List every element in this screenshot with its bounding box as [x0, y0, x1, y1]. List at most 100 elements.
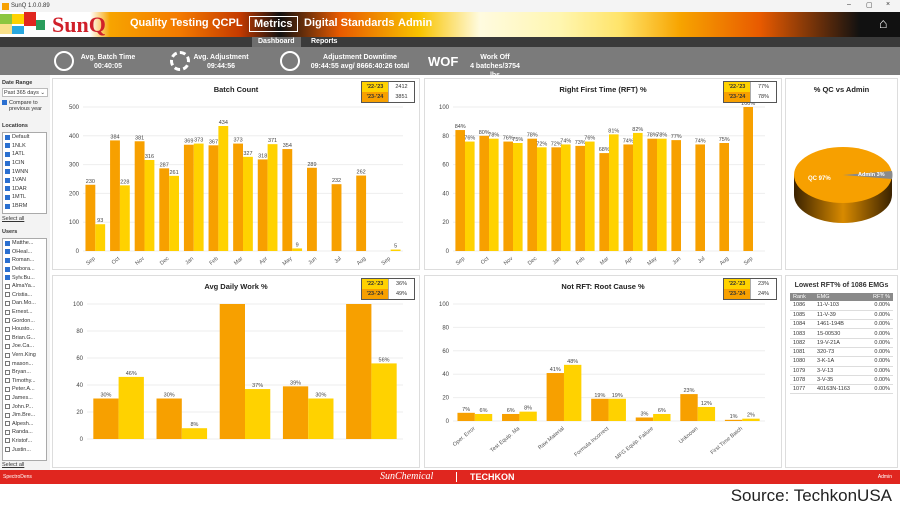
close-button[interactable]: ×: [886, 1, 891, 8]
table-row[interactable]: 1083 15-00530 0.00%: [790, 328, 893, 339]
nav-admin[interactable]: Admin: [398, 17, 433, 29]
users-list[interactable]: Matthe... OHeal... Roman... Debora... Sylv.B…: [2, 238, 47, 461]
table-row[interactable]: 1081 320-73 0.00%: [790, 347, 893, 358]
user-item[interactable]: Peter.A...: [3, 385, 46, 394]
user-item[interactable]: Matthe...: [3, 239, 46, 248]
user-item[interactable]: mason...: [3, 359, 46, 368]
checkbox[interactable]: [5, 343, 10, 349]
checkbox[interactable]: [5, 326, 10, 332]
user-item[interactable]: Bryan...: [3, 368, 46, 377]
user-item[interactable]: AlmaYa...: [3, 282, 46, 291]
checkbox[interactable]: [5, 429, 10, 435]
location-item[interactable]: 1DAR: [3, 185, 46, 194]
user-item[interactable]: OHeal...: [3, 248, 46, 257]
checkbox[interactable]: [5, 283, 10, 289]
checkbox[interactable]: [5, 203, 10, 209]
checkbox[interactable]: [5, 160, 10, 166]
checkbox[interactable]: [5, 266, 10, 272]
user-item[interactable]: Joe.Ca...: [3, 342, 46, 351]
checkbox[interactable]: [5, 257, 10, 263]
user-item[interactable]: Timothy...: [3, 377, 46, 386]
column-header[interactable]: Rank: [790, 293, 815, 301]
tab-reports[interactable]: Reports: [311, 38, 338, 45]
checkbox[interactable]: [5, 177, 10, 183]
compare-checkbox[interactable]: Compare to previous year: [2, 100, 47, 112]
table-row[interactable]: 1086 11-V-103 0.00%: [790, 301, 893, 311]
checkbox[interactable]: [5, 438, 10, 444]
users-select-all[interactable]: Select all: [2, 462, 25, 468]
user-item[interactable]: Brian.G...: [3, 334, 46, 343]
nav-qcpl[interactable]: QCPL: [212, 17, 243, 29]
date-range-select[interactable]: Past 365 days ⌄: [2, 88, 48, 97]
checkbox[interactable]: [2, 100, 7, 105]
user-item[interactable]: Alpesh...: [3, 419, 46, 428]
checkbox[interactable]: [5, 369, 10, 375]
table-row[interactable]: 1082 19-V-21A 0.00%: [790, 338, 893, 349]
location-item[interactable]: 1CIN: [3, 159, 46, 168]
location-item[interactable]: 1WNN: [3, 167, 46, 176]
checkbox[interactable]: [5, 275, 10, 281]
locations-select-all[interactable]: Select all: [2, 216, 25, 222]
checkbox[interactable]: [5, 318, 10, 324]
nav-quality-testing[interactable]: Quality Testing: [130, 17, 209, 29]
user-item[interactable]: Debora...: [3, 265, 46, 274]
checkbox[interactable]: [5, 335, 10, 341]
checkbox[interactable]: [5, 421, 10, 427]
user-item[interactable]: Gordon...: [3, 316, 46, 325]
user-item[interactable]: Jim.Bre...: [3, 411, 46, 420]
checkbox[interactable]: [5, 249, 10, 255]
checkbox[interactable]: [5, 395, 10, 401]
checkbox[interactable]: [5, 412, 10, 418]
user-item[interactable]: Kristof...: [3, 437, 46, 446]
location-item[interactable]: 1NLK: [3, 142, 46, 151]
checkbox[interactable]: [5, 169, 10, 175]
checkbox[interactable]: [5, 447, 10, 453]
nav-metrics[interactable]: Metrics: [249, 16, 298, 32]
checkbox[interactable]: [5, 300, 10, 306]
table-row[interactable]: 1078 3-V-35 0.00%: [790, 375, 893, 386]
checkbox[interactable]: [5, 143, 10, 149]
nav-digital-standards[interactable]: Digital Standards: [304, 17, 395, 29]
location-item[interactable]: 1VAN: [3, 176, 46, 185]
checkbox[interactable]: [5, 151, 10, 157]
checkbox[interactable]: [5, 404, 10, 410]
checkbox[interactable]: [5, 352, 10, 358]
location-item[interactable]: 1ATL: [3, 150, 46, 159]
locations-list[interactable]: Default 1NLK 1ATL 1CIN 1WNN 1VAN 1DAR 1MTL 1BRM: [2, 132, 47, 214]
table-row[interactable]: 1085 11-V-39 0.00%: [790, 310, 893, 321]
checkbox[interactable]: [5, 186, 10, 192]
user-item[interactable]: Randa...: [3, 428, 46, 437]
checkbox[interactable]: [5, 361, 10, 367]
home-icon[interactable]: ⌂: [879, 15, 888, 31]
user-item[interactable]: Ernest...: [3, 308, 46, 317]
checkbox[interactable]: [5, 309, 10, 315]
checkbox[interactable]: [5, 134, 10, 140]
user-item[interactable]: Housto...: [3, 325, 46, 334]
user-item[interactable]: Justin...: [3, 445, 46, 454]
footer-admin-user[interactable]: Admin: [877, 474, 892, 480]
column-header[interactable]: RFT %: [863, 293, 893, 301]
user-item[interactable]: Sylv.Bu...: [3, 273, 46, 282]
user-item[interactable]: Cristia...: [3, 291, 46, 300]
footer-spectrodens[interactable]: SpectroDens: [3, 474, 32, 480]
checkbox[interactable]: [5, 194, 10, 200]
user-item[interactable]: Dan.Mo...: [3, 299, 46, 308]
table-row[interactable]: 1077 40163N-1163 0.00%: [790, 384, 893, 395]
location-item[interactable]: 1MTL: [3, 193, 46, 202]
tab-dashboard[interactable]: Dashboard: [252, 37, 301, 47]
user-item[interactable]: Roman...: [3, 256, 46, 265]
checkbox[interactable]: [5, 378, 10, 384]
table-row[interactable]: 1080 3-K-1A 0.00%: [790, 356, 893, 367]
column-header[interactable]: EMG: [814, 293, 864, 301]
user-item[interactable]: James...: [3, 394, 46, 403]
restore-button[interactable]: ▢: [866, 2, 873, 9]
location-item[interactable]: Default: [3, 133, 46, 142]
checkbox[interactable]: [5, 292, 10, 298]
table-row[interactable]: 1079 3-V-13 0.00%: [790, 366, 893, 376]
user-item[interactable]: John.P...: [3, 402, 46, 411]
checkbox[interactable]: [5, 240, 10, 246]
table-row[interactable]: 1084 1461-194B 0.00%: [790, 319, 893, 330]
user-item[interactable]: Vern.King: [3, 351, 46, 360]
minimize-button[interactable]: –: [847, 1, 851, 8]
checkbox[interactable]: [5, 386, 10, 392]
